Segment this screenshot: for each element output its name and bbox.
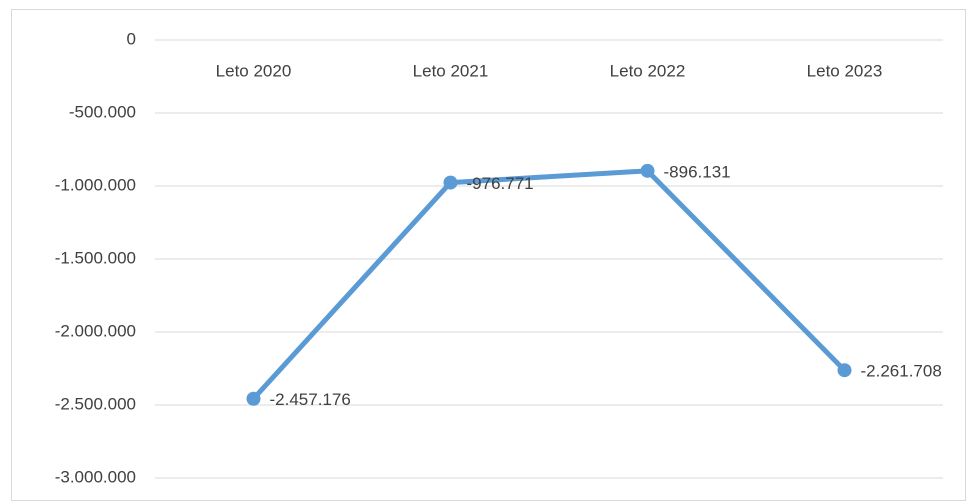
y-tick-label: -2.000.000 bbox=[55, 321, 136, 340]
point bbox=[246, 391, 261, 406]
point bbox=[443, 175, 458, 190]
y-tick-label: -1.000.000 bbox=[55, 175, 136, 194]
y-tick-label: 0 bbox=[127, 29, 136, 48]
line bbox=[251, 168, 847, 402]
x-tick-label: Leto 2020 bbox=[216, 61, 292, 80]
y-tick-label: -500.000 bbox=[69, 102, 136, 121]
y-tick-label: -2.500.000 bbox=[55, 394, 136, 413]
value-label: -2.261.708 bbox=[861, 362, 942, 381]
value-label: -2.457.176 bbox=[270, 390, 351, 409]
x-tick-label: Leto 2023 bbox=[807, 61, 883, 80]
chart-frame bbox=[11, 9, 966, 501]
point bbox=[837, 363, 852, 378]
y-tick-label: -1.500.000 bbox=[55, 248, 136, 267]
y-tick-label: -3.000.000 bbox=[55, 467, 136, 486]
value-label: -896.131 bbox=[664, 162, 731, 181]
x-tick-label: Leto 2021 bbox=[413, 61, 489, 80]
point bbox=[640, 163, 655, 178]
value-label: -976.771 bbox=[467, 174, 534, 193]
x-tick-label: Leto 2022 bbox=[610, 61, 686, 80]
